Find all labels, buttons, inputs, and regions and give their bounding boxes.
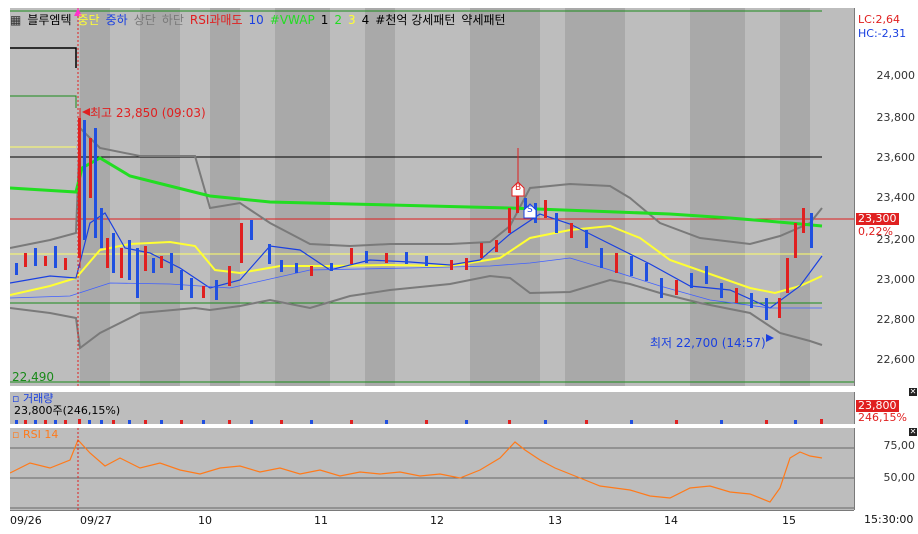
buy-marker-icon [511, 181, 525, 197]
price-tick: 23,200 [876, 233, 916, 246]
ma-fast-line [10, 212, 823, 309]
legend-vwap-1[interactable]: 1 [320, 13, 329, 27]
legend-ma-mid-low[interactable]: 중하 [105, 13, 128, 27]
time-tick: 09/26 [10, 514, 42, 527]
volume-close-icon[interactable]: ✕ [909, 387, 917, 396]
legend-vwap-3[interactable]: 3 [348, 13, 356, 27]
price-tick: 23,400 [876, 191, 916, 204]
legend-ma-upper[interactable]: 상단 [133, 13, 156, 27]
time-tick: 12 [430, 514, 444, 527]
volume-axis-pct: 246,15% [858, 411, 907, 424]
session-band [140, 8, 180, 386]
high-annotation: 최고 23,850 (09:03) [90, 106, 206, 120]
price-plot[interactable]: 최고 23,850 (09:03) 최저 22,700 (14:57) 22,4… [10, 8, 854, 386]
volume-bars [15, 419, 823, 424]
prev-close-line [10, 47, 77, 68]
legend-rsi-period[interactable]: 10 [248, 13, 264, 27]
low-arrow-icon [766, 334, 774, 342]
session-band [275, 8, 330, 386]
high-arrow-icon [82, 108, 90, 116]
volume-bars-svg [15, 419, 823, 424]
legend-pattern[interactable]: #천억 강세패턴 [375, 13, 456, 27]
price-tick: 23,000 [876, 273, 916, 286]
time-tick: 14 [664, 514, 678, 527]
vwap-line [10, 156, 823, 228]
volume-title: ▫ 거래량 [12, 392, 54, 405]
prev-open-line [10, 95, 77, 108]
volume-summary: 23,800주(246,15%) [14, 404, 121, 417]
session-band [565, 8, 625, 386]
price-tick: 24,000 [876, 69, 916, 82]
rsi-plot[interactable]: ▫ RSI 14 [10, 428, 854, 510]
hc-value: HC:-2,31 [858, 27, 907, 40]
session-band [365, 8, 395, 386]
time-axis[interactable]: 09/26 09/27 10 11 12 13 14 15 [10, 510, 854, 534]
current-price-tag: 23,300 [856, 212, 899, 225]
rsi-close-icon[interactable]: ✕ [909, 427, 917, 436]
time-tick: 15 [782, 514, 796, 527]
legend-vwap-4[interactable]: 4 [361, 13, 370, 27]
legend-stock-name[interactable]: 블루엠텍 [27, 13, 72, 27]
volume-plot[interactable]: ▫ 거래량 23,800주(246,15%) [10, 392, 854, 424]
legend-vwap[interactable]: #VWAP [269, 13, 315, 27]
bollinger-lower [10, 274, 823, 350]
price-tick: 23,800 [876, 111, 916, 124]
legend-ma-mid[interactable]: 중단 [77, 13, 100, 27]
rsi-svg [10, 428, 854, 510]
buy-marker-label: B [515, 183, 522, 193]
mid-band-line [10, 224, 823, 296]
time-readout: 15:30:00 [864, 513, 914, 526]
rsi-tick: 50,00 [883, 471, 916, 484]
session-band [690, 8, 745, 386]
change-pct-tag: 0,22% [858, 225, 893, 238]
rsi-line [10, 438, 823, 503]
time-tick: 10 [198, 514, 212, 527]
price-tick: 23,600 [876, 151, 916, 164]
legend-vwap-2[interactable]: 2 [334, 13, 342, 27]
legend-rsi-oversold[interactable]: RSI과매도 [189, 13, 243, 27]
legend-ma-lower[interactable]: 하단 [161, 13, 184, 27]
time-tick: 09/27 [80, 514, 112, 527]
top-marker-icon [74, 8, 82, 16]
session-band [470, 8, 540, 386]
indicator-legend: ▦ 블루엠텍 중단 중하 상단 하단 RSI과매도 10 #VWAP 1 2 3 4 #천억 강세패턴 약세… [10, 12, 512, 28]
volume-axis-value: 23,800 [856, 399, 899, 412]
rsi-title: ▫ RSI 14 [12, 428, 59, 441]
price-axis[interactable]: 24,000 23,800 23,600 23,400 23,200 23,00… [854, 8, 918, 386]
sell-marker-label: S [527, 205, 533, 215]
price-tick: 22,600 [876, 353, 916, 366]
ma-slow-line [10, 257, 822, 309]
low-annotation: 최저 22,700 (14:57) [650, 336, 766, 350]
legend-weak-pattern[interactable]: 약세패턴 [461, 13, 506, 27]
time-tick: 13 [548, 514, 562, 527]
rsi-axis[interactable]: 75,00 50,00 [854, 428, 918, 510]
bollinger-upper [10, 125, 823, 249]
session-band [780, 8, 810, 386]
price-tick: 22,800 [876, 313, 916, 326]
legend-toggle-icon[interactable]: ▦ [10, 13, 22, 27]
sell-marker-icon [523, 203, 537, 219]
lc-value: LC:2,64 [858, 13, 901, 26]
price-series-svg [10, 8, 854, 386]
rsi-tick: 75,00 [883, 439, 916, 452]
time-tick: 11 [314, 514, 328, 527]
left-low-value: 22,490 [12, 370, 54, 384]
